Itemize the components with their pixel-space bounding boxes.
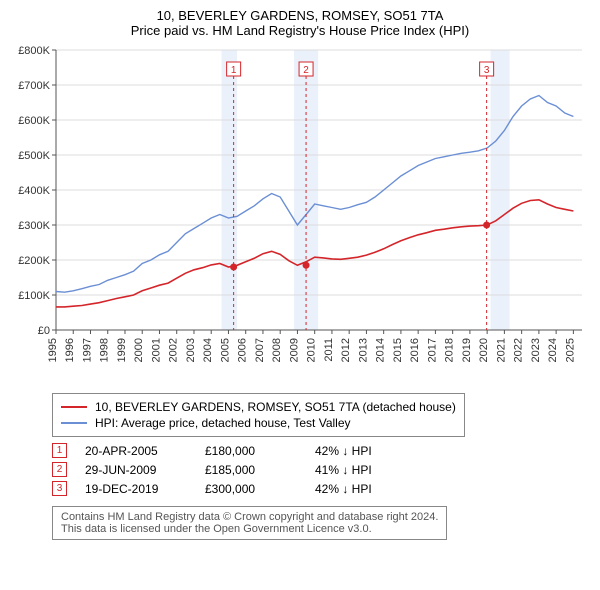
svg-text:2023: 2023 bbox=[530, 338, 542, 362]
legend-swatch bbox=[61, 406, 87, 408]
svg-text:1998: 1998 bbox=[99, 338, 111, 362]
svg-text:2005: 2005 bbox=[219, 338, 231, 362]
svg-text:2012: 2012 bbox=[340, 338, 352, 362]
legend-label: HPI: Average price, detached house, Test… bbox=[95, 416, 351, 430]
chart-container: £0 £100K £200K £300K £400K £500K £600K £700K £80… bbox=[8, 42, 592, 387]
svg-text:2000: 2000 bbox=[133, 338, 145, 362]
chart-title-subtitle: Price paid vs. HM Land Registry's House … bbox=[8, 23, 592, 38]
svg-text:2013: 2013 bbox=[357, 338, 369, 362]
event-price: £300,000 bbox=[205, 482, 315, 496]
svg-text:2004: 2004 bbox=[202, 338, 214, 362]
event-price: £185,000 bbox=[205, 463, 315, 477]
legend-row: 10, BEVERLEY GARDENS, ROMSEY, SO51 7TA (… bbox=[61, 400, 456, 414]
svg-text:2008: 2008 bbox=[271, 338, 283, 362]
event-row: 2 29-JUN-2009£185,00041% ↓ HPI bbox=[52, 462, 592, 477]
svg-text:2022: 2022 bbox=[513, 338, 525, 362]
svg-text:2015: 2015 bbox=[392, 338, 404, 362]
svg-text:1: 1 bbox=[231, 65, 237, 76]
svg-text:2016: 2016 bbox=[409, 338, 421, 362]
legend-label: 10, BEVERLEY GARDENS, ROMSEY, SO51 7TA (… bbox=[95, 400, 456, 414]
svg-text:2010: 2010 bbox=[306, 338, 318, 362]
event-date: 20-APR-2005 bbox=[85, 444, 205, 458]
svg-text:2019: 2019 bbox=[461, 338, 473, 362]
svg-text:£200K: £200K bbox=[18, 255, 50, 267]
svg-text:£500K: £500K bbox=[18, 150, 50, 162]
credits: Contains HM Land Registry data © Crown c… bbox=[52, 506, 447, 540]
event-date: 19-DEC-2019 bbox=[85, 482, 205, 496]
event-row: 3 19-DEC-2019£300,00042% ↓ HPI bbox=[52, 481, 592, 496]
svg-text:£400K: £400K bbox=[18, 185, 50, 197]
svg-text:1996: 1996 bbox=[64, 338, 76, 362]
svg-text:3: 3 bbox=[484, 65, 490, 76]
svg-text:£300K: £300K bbox=[18, 220, 50, 232]
event-date: 29-JUN-2009 bbox=[85, 463, 205, 477]
svg-text:2003: 2003 bbox=[185, 338, 197, 362]
event-price: £180,000 bbox=[205, 444, 315, 458]
chart-title-block: 10, BEVERLEY GARDENS, ROMSEY, SO51 7TA P… bbox=[8, 8, 592, 38]
event-marker: 2 bbox=[52, 462, 67, 477]
legend: 10, BEVERLEY GARDENS, ROMSEY, SO51 7TA (… bbox=[52, 393, 465, 437]
svg-text:£100K: £100K bbox=[18, 290, 50, 302]
svg-text:2024: 2024 bbox=[547, 338, 559, 362]
svg-text:2020: 2020 bbox=[478, 338, 490, 362]
svg-text:1999: 1999 bbox=[116, 338, 128, 362]
svg-text:2009: 2009 bbox=[288, 338, 300, 362]
credits-line1: Contains HM Land Registry data © Crown c… bbox=[61, 511, 438, 523]
legend-row: HPI: Average price, detached house, Test… bbox=[61, 416, 456, 430]
event-row: 1 20-APR-2005£180,00042% ↓ HPI bbox=[52, 443, 592, 458]
chart-title-address: 10, BEVERLEY GARDENS, ROMSEY, SO51 7TA bbox=[8, 8, 592, 23]
svg-text:2: 2 bbox=[303, 65, 309, 76]
credits-line2: This data is licensed under the Open Gov… bbox=[61, 523, 438, 535]
legend-swatch bbox=[61, 422, 87, 424]
event-relation: 42% ↓ HPI bbox=[315, 482, 372, 496]
svg-text:2014: 2014 bbox=[375, 338, 387, 362]
svg-text:1997: 1997 bbox=[81, 338, 93, 362]
svg-text:£0: £0 bbox=[38, 325, 50, 337]
price-chart: £0 £100K £200K £300K £400K £500K £600K £700K £80… bbox=[8, 42, 592, 382]
svg-text:£800K: £800K bbox=[18, 45, 50, 57]
svg-text:2007: 2007 bbox=[254, 338, 266, 362]
svg-text:£700K: £700K bbox=[18, 80, 50, 92]
svg-text:2006: 2006 bbox=[237, 338, 249, 362]
event-relation: 41% ↓ HPI bbox=[315, 463, 372, 477]
svg-text:2002: 2002 bbox=[168, 338, 180, 362]
svg-text:2021: 2021 bbox=[495, 338, 507, 362]
transaction-events: 120-APR-2005£180,00042% ↓ HPI229-JUN-200… bbox=[52, 443, 592, 496]
svg-text:2018: 2018 bbox=[444, 338, 456, 362]
event-marker: 3 bbox=[52, 481, 67, 496]
svg-text:2001: 2001 bbox=[150, 338, 162, 362]
svg-text:2025: 2025 bbox=[564, 338, 576, 362]
event-relation: 42% ↓ HPI bbox=[315, 444, 372, 458]
svg-text:2011: 2011 bbox=[323, 338, 335, 362]
svg-text:£600K: £600K bbox=[18, 115, 50, 127]
svg-text:2017: 2017 bbox=[426, 338, 438, 362]
svg-text:1995: 1995 bbox=[47, 338, 59, 362]
event-marker: 1 bbox=[52, 443, 67, 458]
